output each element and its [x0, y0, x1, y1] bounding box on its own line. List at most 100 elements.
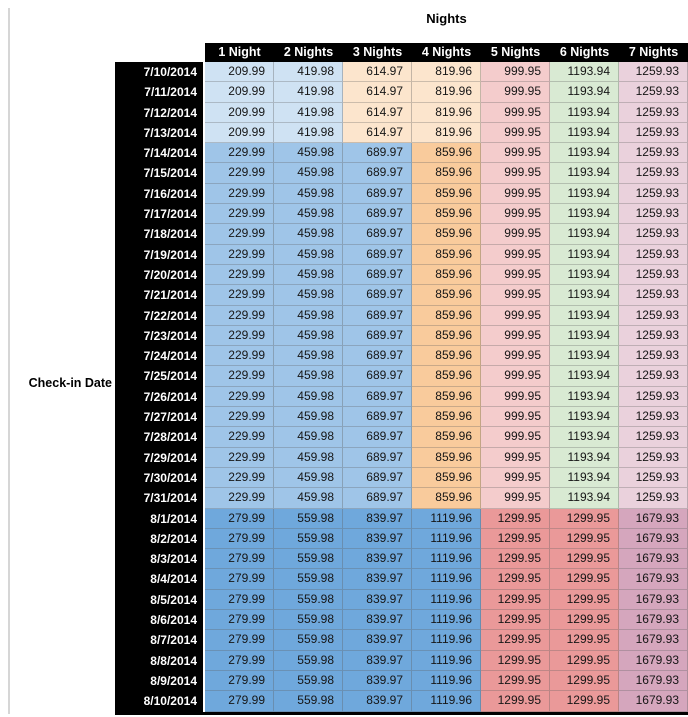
table-row: 7/18/2014 229.99 459.98 689.97 859.96 999.95 1…: [115, 224, 688, 245]
price-cell: 999.95: [481, 325, 550, 347]
price-cell: 459.98: [274, 143, 343, 164]
price-cell: 999.95: [481, 204, 550, 225]
table-row: 7/15/2014 229.99 459.98 689.97 859.96 999.95 1…: [115, 163, 688, 184]
price-cell: 1193.94: [550, 163, 619, 184]
price-cell: 279.99: [205, 610, 274, 631]
price-cell: 559.98: [274, 528, 343, 550]
price-cell: 1679.93: [619, 650, 688, 671]
price-cell: 689.97: [343, 447, 412, 468]
row-header-date: 7/17/2014: [115, 204, 205, 225]
table-row: 7/26/2014 229.99 459.98 689.97 859.96 999.95 1…: [115, 386, 688, 408]
table-body: 7/10/2014 209.99 419.98 614.97 819.96 999.95 1…: [115, 62, 688, 715]
table-row: 8/2/2014 279.99 559.98 839.97 1119.96 1299.95…: [115, 528, 688, 550]
price-cell: 1259.93: [619, 407, 688, 428]
price-cell: 1299.95: [550, 549, 619, 570]
price-cell: 559.98: [274, 650, 343, 671]
price-cell: 1193.94: [550, 62, 619, 83]
price-cell: 1259.93: [619, 102, 688, 123]
price-cell: 1679.93: [619, 610, 688, 631]
price-cell: 1193.94: [550, 407, 619, 428]
price-cell: 999.95: [481, 264, 550, 286]
price-cell: 614.97: [343, 102, 412, 123]
row-header-date: 7/27/2014: [115, 407, 205, 428]
price-cell: 1119.96: [412, 569, 481, 590]
table-row: 7/20/2014 229.99 459.98 689.97 859.96 999.95 1…: [115, 264, 688, 286]
price-cell: 819.96: [412, 122, 481, 144]
price-cell: 999.95: [481, 427, 550, 448]
price-cell: 859.96: [412, 224, 481, 245]
column-header: 6 Nights: [550, 43, 619, 62]
price-cell: 1193.94: [550, 325, 619, 347]
column-header: 5 Nights: [481, 43, 550, 62]
row-header-date: 7/15/2014: [115, 163, 205, 184]
price-cell: 229.99: [205, 244, 274, 265]
price-cell: 614.97: [343, 62, 412, 83]
price-cell: 689.97: [343, 427, 412, 448]
price-cell: 229.99: [205, 183, 274, 205]
price-cell: 279.99: [205, 528, 274, 550]
price-cell: 839.97: [343, 508, 412, 529]
price-cell: 1259.93: [619, 488, 688, 509]
price-cell: 1193.94: [550, 102, 619, 123]
price-cell: 459.98: [274, 224, 343, 245]
row-header-date: 7/12/2014: [115, 102, 205, 123]
row-header-date: 8/1/2014: [115, 508, 205, 529]
row-header-date: 8/6/2014: [115, 610, 205, 631]
price-cell: 859.96: [412, 488, 481, 509]
price-cell: 839.97: [343, 691, 412, 712]
table-header-row: 1 Night 2 Nights 3 Nights 4 Nights 5 Nights 6…: [115, 43, 688, 62]
price-cell: 1119.96: [412, 508, 481, 529]
price-cell: 1259.93: [619, 264, 688, 286]
table-row: 7/17/2014 229.99 459.98 689.97 859.96 999.95 1…: [115, 204, 688, 225]
row-header-date: 7/31/2014: [115, 488, 205, 509]
price-cell: 1259.93: [619, 183, 688, 205]
price-cell: 999.95: [481, 244, 550, 265]
row-header-date: 7/25/2014: [115, 366, 205, 387]
price-cell: 689.97: [343, 325, 412, 347]
table-row: 7/22/2014 229.99 459.98 689.97 859.96 999.95 1…: [115, 305, 688, 326]
row-header-date: 7/16/2014: [115, 183, 205, 205]
row-axis-label: Check-in Date: [28, 376, 112, 390]
price-cell: 999.95: [481, 82, 550, 103]
price-cell: 229.99: [205, 224, 274, 245]
row-header-date: 8/3/2014: [115, 549, 205, 570]
price-table: 1 Night 2 Nights 3 Nights 4 Nights 5 Nights 6…: [115, 43, 688, 715]
price-cell: 229.99: [205, 264, 274, 286]
table-row: 7/31/2014 229.99 459.98 689.97 859.96 999.95 1…: [115, 488, 688, 509]
price-cell: 859.96: [412, 407, 481, 428]
price-cell: 819.96: [412, 62, 481, 83]
price-cell: 999.95: [481, 122, 550, 144]
price-cell: 819.96: [412, 102, 481, 123]
price-cell: 839.97: [343, 610, 412, 631]
price-cell: 209.99: [205, 62, 274, 83]
row-header-date: 8/8/2014: [115, 650, 205, 671]
price-cell: 689.97: [343, 285, 412, 306]
price-cell: 859.96: [412, 163, 481, 184]
price-cell: 1299.95: [550, 569, 619, 590]
price-cell: 1193.94: [550, 386, 619, 408]
price-cell: 229.99: [205, 346, 274, 367]
price-cell: 859.96: [412, 366, 481, 387]
price-cell: 689.97: [343, 244, 412, 265]
price-cell: 1299.95: [481, 650, 550, 671]
row-header-date: 7/18/2014: [115, 224, 205, 245]
table-row: 7/21/2014 229.99 459.98 689.97 859.96 999.95 1…: [115, 285, 688, 306]
row-header-date: 7/13/2014: [115, 122, 205, 144]
price-cell: 459.98: [274, 285, 343, 306]
table-row: 7/25/2014 229.99 459.98 689.97 859.96 999.95 1…: [115, 366, 688, 387]
price-cell: 559.98: [274, 569, 343, 590]
price-cell: 229.99: [205, 386, 274, 408]
price-cell: 1259.93: [619, 285, 688, 306]
price-cell: 689.97: [343, 224, 412, 245]
row-header-date: 7/30/2014: [115, 467, 205, 489]
price-cell: 1299.95: [481, 528, 550, 550]
price-cell: 999.95: [481, 346, 550, 367]
price-cell: 999.95: [481, 143, 550, 164]
price-cell: 999.95: [481, 62, 550, 83]
price-cell: 1119.96: [412, 650, 481, 671]
price-cell: 209.99: [205, 102, 274, 123]
table-row: 8/4/2014 279.99 559.98 839.97 1119.96 1299.95…: [115, 569, 688, 590]
table-row: 7/28/2014 229.99 459.98 689.97 859.96 999.95 1…: [115, 427, 688, 448]
price-cell: 1193.94: [550, 143, 619, 164]
price-cell: 419.98: [274, 62, 343, 83]
